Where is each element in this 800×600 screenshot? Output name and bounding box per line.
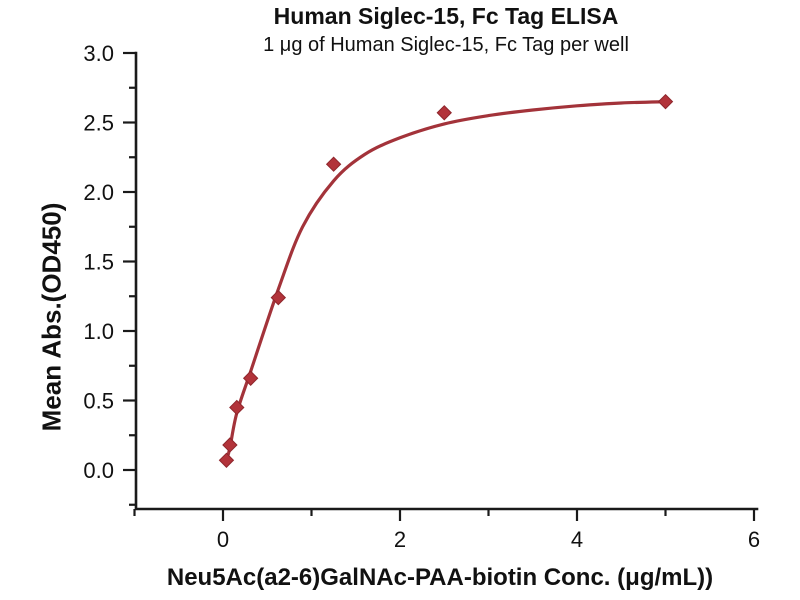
data-points (218, 93, 674, 468)
data-point-marker (229, 399, 245, 416)
axis-spines (134, 51, 759, 511)
data-point-marker (218, 452, 235, 468)
y-tick-label: 1.5 (83, 250, 114, 275)
x-tick-label: 0 (217, 527, 229, 552)
y-tick-label: 2.5 (83, 111, 114, 136)
axis-ticks (123, 51, 756, 521)
y-tick-label: 0.0 (83, 458, 114, 483)
fitted-curve (224, 100, 668, 462)
chart-subtitle: 1 μg of Human Siglec-15, Fc Tag per well (263, 34, 629, 56)
x-tick-label: 2 (394, 527, 406, 552)
x-tick-labels: 0 2 4 6 (217, 527, 760, 552)
x-tick-label: 4 (571, 527, 583, 552)
y-tick-labels: 0.0 0.5 1.0 1.5 2.0 2.5 3.0 (83, 41, 114, 483)
data-point-marker (657, 93, 674, 110)
data-point-marker (325, 156, 342, 172)
data-point-marker (270, 289, 287, 306)
y-tick-label: 0.5 (83, 389, 114, 414)
y-tick-label: 2.0 (83, 180, 114, 205)
y-tick-label: 1.0 (83, 319, 114, 344)
data-point-marker (222, 437, 238, 453)
x-axis-label: Neu5Ac(a2-6)GalNAc-PAA-biotin Conc. (μg/… (166, 564, 714, 591)
y-tick-label: 3.0 (83, 41, 114, 66)
data-point-marker (242, 370, 259, 386)
chart-title: Human Siglec-15, Fc Tag ELISA (273, 3, 619, 29)
data-point-marker (436, 105, 452, 121)
x-tick-label: 6 (748, 527, 760, 552)
